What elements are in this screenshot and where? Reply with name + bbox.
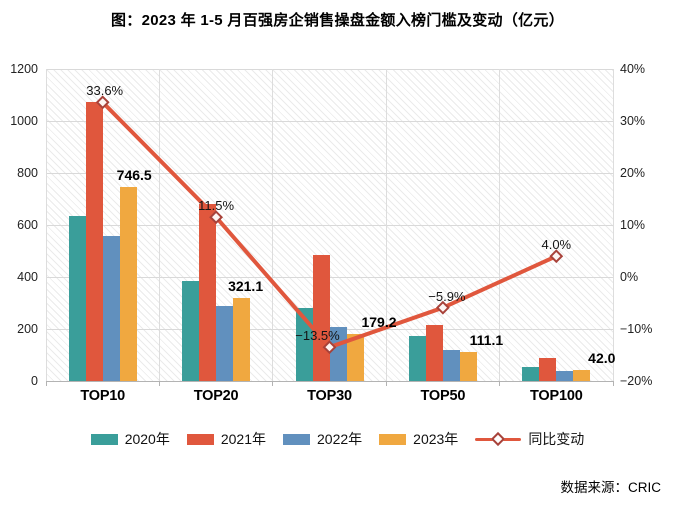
- line-value-label: 33.6%: [86, 83, 124, 99]
- line-value-label: −13.5%: [295, 328, 340, 344]
- gridline-horizontal: [46, 224, 613, 226]
- bar-2020-top20: [182, 280, 200, 381]
- legend-item-2020: 2020年: [90, 429, 170, 449]
- x-axis-tick: [385, 381, 387, 386]
- legend-swatch: [283, 433, 310, 445]
- bar-2021-top50: [425, 325, 443, 381]
- line-marker-top20: [209, 210, 224, 225]
- x-axis-tick: [272, 381, 274, 386]
- bar-2020-top10: [68, 215, 86, 381]
- bar-value-label: 179.2: [361, 314, 397, 331]
- gridline-horizontal: [46, 120, 613, 122]
- legend-label: 同比变动: [528, 431, 585, 447]
- right-axis-tick: −20%: [620, 374, 653, 388]
- x-axis-tick: [45, 381, 47, 386]
- legend-item-同比变动: 同比变动: [475, 429, 584, 449]
- right-axis-tick: 0%: [620, 270, 639, 284]
- legend-label: 2023年: [413, 431, 459, 447]
- bar-2020-top50: [408, 335, 426, 381]
- chart-title: 图：2023 年 1-5 月百强房企销售操盘金额入榜门槛及变动（亿元）: [110, 12, 565, 29]
- left-axis-tick: 1200: [10, 62, 38, 76]
- line-marker-top100: [549, 249, 564, 264]
- legend-swatch: [186, 433, 214, 445]
- gridline-vertical: [272, 69, 274, 381]
- gridline-horizontal: [46, 380, 613, 382]
- yoy-change-line: [95, 95, 564, 355]
- bar-2022-top10: [102, 235, 120, 381]
- line-value-label: 11.5%: [198, 198, 235, 214]
- gridline-vertical: [158, 69, 160, 381]
- gridline-horizontal: [46, 68, 613, 70]
- bar-2022-top100: [556, 370, 574, 381]
- bar-2022-top20: [216, 306, 234, 381]
- bar-value-label: 111.1: [469, 332, 504, 349]
- line-marker-top10: [95, 95, 110, 110]
- line-marker-top50: [435, 300, 450, 315]
- bar-2020-top100: [522, 367, 540, 381]
- line-path: [100, 100, 559, 350]
- legend: 2020年 2021年 2022年 2023年 同比变动: [0, 429, 675, 449]
- bar-2023-top20: [233, 297, 251, 381]
- right-axis-tick: 30%: [620, 114, 646, 128]
- plot-area: 746.5 321.1 179.2 111.1 42.0 33.6% 11.5% −13.5%…: [45, 68, 616, 382]
- x-axis-label-top100: TOP100: [530, 388, 583, 404]
- x-axis-tick: [499, 381, 501, 386]
- gridline-vertical: [499, 69, 501, 381]
- bar-2022-top30: [329, 327, 347, 381]
- gridline-vertical: [45, 69, 47, 381]
- bar-2022-top50: [442, 350, 460, 381]
- right-axis-tick: 10%: [620, 218, 646, 232]
- x-axis-label-top50: TOP50: [420, 388, 466, 404]
- gridline-vertical: [385, 69, 387, 381]
- left-axis-tick: 800: [17, 166, 38, 180]
- gridline-vertical: [612, 69, 614, 381]
- x-axis-tick: [612, 381, 614, 386]
- legend-line-sample: [475, 431, 522, 447]
- gridline-horizontal: [46, 276, 613, 278]
- left-axis-tick: 1000: [10, 114, 38, 128]
- line-value-label: −5.9%: [428, 288, 466, 304]
- x-axis-label-top30: TOP30: [307, 388, 352, 404]
- legend-item-2023: 2023年: [379, 429, 458, 449]
- legend-item-2021: 2021年: [186, 429, 266, 449]
- legend-swatch: [90, 433, 118, 445]
- bar-2023-top30: [346, 334, 364, 381]
- legend-label: 2022年: [317, 431, 363, 447]
- data-source-note: 数据来源：CRIC: [560, 480, 662, 495]
- bar-2020-top30: [295, 308, 313, 381]
- gridline-horizontal: [46, 172, 613, 174]
- bar-2021-top10: [85, 101, 103, 381]
- left-axis-tick: 600: [17, 218, 38, 232]
- left-axis-tick: 200: [17, 322, 38, 336]
- bar-2021-top20: [199, 204, 217, 381]
- legend-label: 2020年: [124, 431, 170, 447]
- bar-2023-top100: [573, 370, 591, 381]
- line-value-label: 4.0%: [541, 237, 572, 253]
- bar-2021-top100: [539, 357, 557, 381]
- x-axis-tick: [158, 381, 160, 386]
- bar-value-label: 746.5: [116, 166, 152, 183]
- left-axis-tick: 400: [17, 270, 38, 284]
- bar-value-label: 42.0: [588, 350, 616, 367]
- legend-item-2022: 2022年: [283, 429, 362, 449]
- bar-2023-top50: [459, 352, 477, 381]
- legend-swatch: [379, 433, 407, 445]
- legend-label: 2021年: [220, 431, 266, 447]
- legend-diamond-icon: [491, 431, 506, 447]
- left-axis-tick: 0: [31, 374, 38, 388]
- bar-value-label: 321.1: [228, 277, 264, 294]
- bar-2023-top10: [119, 186, 137, 381]
- right-axis-tick: −10%: [620, 322, 653, 336]
- right-axis-tick: 20%: [620, 166, 646, 180]
- x-axis-label-top20: TOP20: [193, 388, 239, 404]
- line-marker-top30: [322, 340, 337, 355]
- x-axis-label-top10: TOP10: [80, 388, 126, 404]
- right-axis-tick: 40%: [620, 62, 646, 76]
